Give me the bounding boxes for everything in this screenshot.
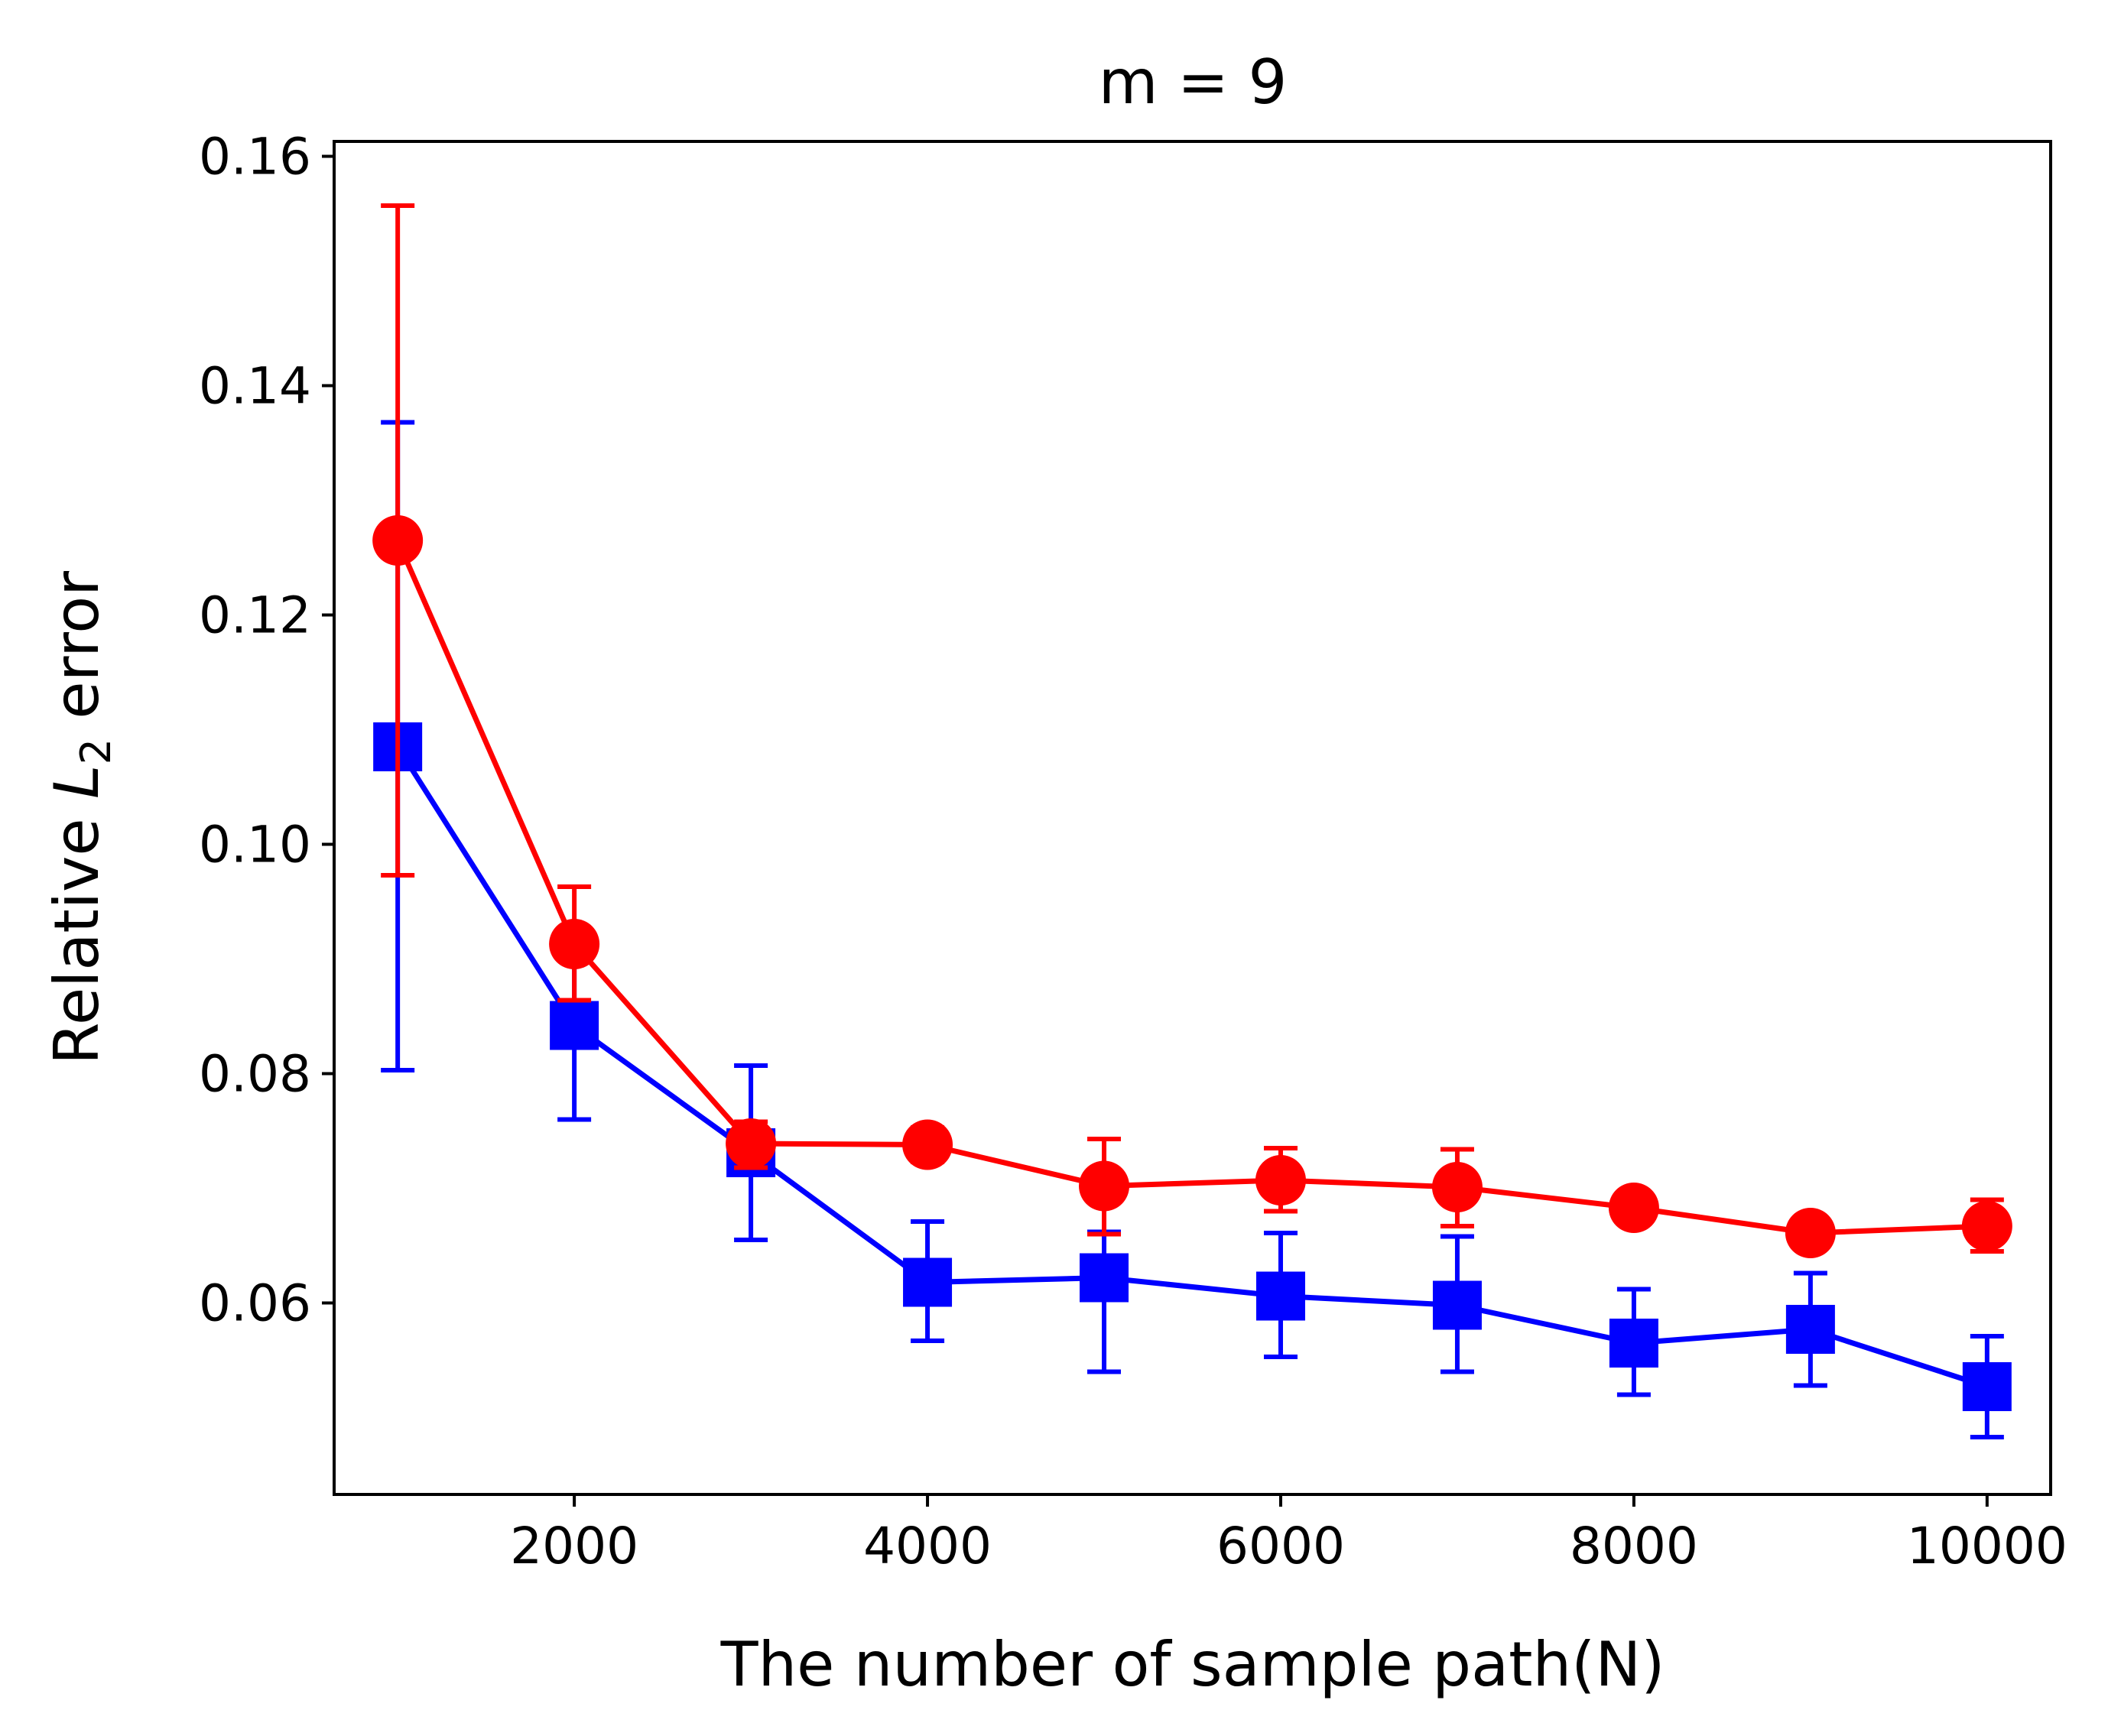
y-tick-label: 0.16	[199, 128, 311, 187]
x-tick-label: 10000	[1907, 1517, 2067, 1575]
series-blue-point	[1785, 1305, 1835, 1354]
series-blue-point	[903, 1257, 953, 1307]
series-blue-point	[1255, 1271, 1305, 1321]
series-red-point	[1431, 1162, 1483, 1212]
series-red-point	[1785, 1208, 1836, 1258]
y-tick-label: 0.08	[199, 1045, 311, 1104]
series-blue-point	[1962, 1362, 2012, 1411]
y-tick-label: 0.10	[199, 816, 311, 874]
series-red-line	[395, 539, 1987, 1236]
series-red-point	[1079, 1160, 1130, 1212]
x-tick-label: 8000	[1570, 1517, 1698, 1575]
x-axis-title: The number of sample path(N)	[720, 1629, 1665, 1700]
y-axis-title-suffix: error	[41, 571, 112, 738]
y-tick-label: 0.14	[199, 357, 311, 416]
series-red-point	[372, 515, 424, 566]
y-axis-title-subscript: 2	[72, 738, 120, 764]
y-axis: 0.06 0.08 0.10 0.12 0.14 0.16	[199, 128, 334, 1333]
y-tick-label: 0.12	[199, 586, 311, 645]
series-blue-point	[1432, 1280, 1482, 1330]
series-red-point	[726, 1118, 777, 1169]
series-blue-point	[550, 1001, 599, 1050]
series-red-point	[1961, 1201, 2012, 1251]
series-red-point	[1608, 1183, 1659, 1233]
y-axis-title-variable: L	[41, 764, 112, 799]
plot-frame	[333, 140, 2052, 1496]
series-red-point	[1255, 1155, 1306, 1205]
y-tick-label: 0.06	[199, 1274, 311, 1333]
y-axis-title-prefix: Relative	[41, 799, 112, 1065]
series-blue-point	[1080, 1253, 1129, 1303]
x-tick-label: 2000	[510, 1517, 638, 1575]
x-tick-label: 6000	[1216, 1517, 1345, 1575]
series-red-point	[549, 919, 600, 969]
chart-title: m = 9	[1099, 47, 1288, 118]
series-blue-line	[395, 745, 1988, 1390]
x-axis: 2000 4000 6000 8000 10000	[510, 1494, 2067, 1575]
series-red-point	[902, 1119, 953, 1170]
series-layer	[372, 203, 2012, 1439]
y-axis-title: Relative L2 error	[41, 571, 120, 1065]
series-red	[372, 203, 2012, 1258]
x-tick-label: 4000	[863, 1517, 992, 1575]
series-blue-point	[1609, 1319, 1658, 1368]
